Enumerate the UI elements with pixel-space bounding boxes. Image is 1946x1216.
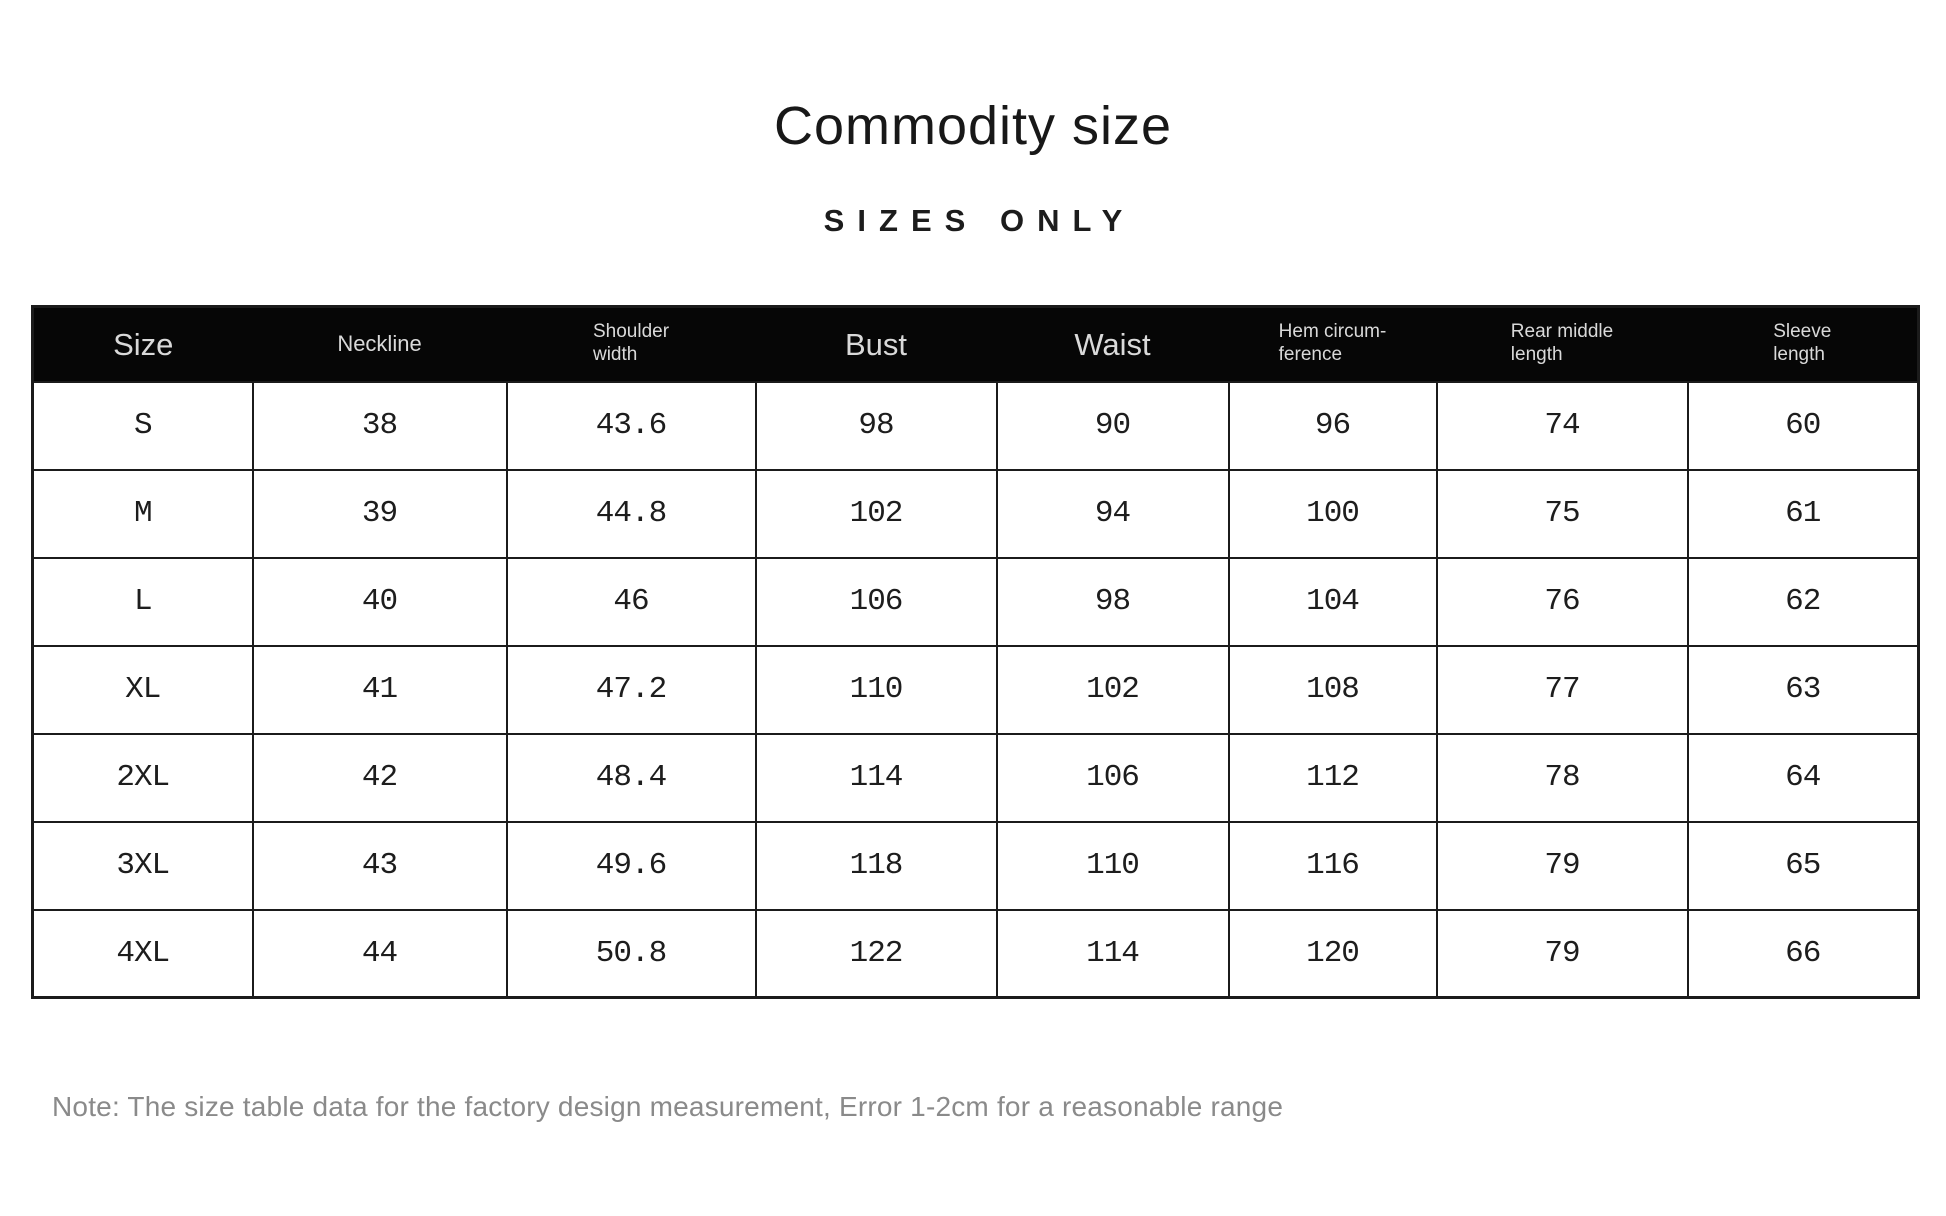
- column-header-label: Shoulder width: [592, 321, 670, 366]
- measurement-cell: 116: [1227, 820, 1438, 911]
- table-row-3xl: 3XL 43 49.6 118 110 116 79 65: [31, 820, 1920, 911]
- column-header-label: Hem circum-ference: [1278, 321, 1387, 366]
- measurement-cell: 90: [995, 380, 1230, 471]
- measurement-cell: 79: [1435, 820, 1689, 911]
- measurement-cell: 96: [1227, 380, 1438, 471]
- measurement-cell: 61: [1686, 468, 1920, 559]
- measurement-cell: 40: [251, 556, 508, 647]
- column-header-bust: Bust: [755, 306, 997, 382]
- measurement-cell: 102: [995, 644, 1230, 735]
- column-header-label: Neckline: [337, 331, 422, 357]
- column-header-neckline: Neckline: [252, 306, 507, 382]
- measurement-cell: 114: [754, 732, 998, 823]
- measurement-cell: 79: [1435, 908, 1689, 999]
- page-subtitle: SIZES ONLY: [823, 203, 1136, 238]
- column-header-shoulder-width: Shoulder width: [506, 306, 756, 382]
- column-header-sleeve-length: Sleeve length: [1687, 306, 1919, 382]
- size-note: Note: The size table data for the factor…: [52, 1091, 1284, 1122]
- measurement-cell: 50.8: [505, 908, 757, 999]
- measurement-cell: 48.4: [505, 732, 757, 823]
- measurement-cell: 43.6: [505, 380, 757, 471]
- size-label-cell: M: [31, 468, 254, 559]
- measurement-cell: 118: [754, 820, 998, 911]
- measurement-cell: 77: [1435, 644, 1689, 735]
- table-row-s: S 38 43.6 98 90 96 74 60: [31, 380, 1920, 471]
- table-row-4xl: 4XL 44 50.8 122 114 120 79 66: [31, 908, 1920, 999]
- column-header-rear-middle-length: Rear middle length: [1436, 306, 1688, 382]
- measurement-cell: 78: [1435, 732, 1689, 823]
- measurement-cell: 49.6: [505, 820, 757, 911]
- measurement-cell: 98: [754, 380, 998, 471]
- table-row-2xl: 2XL 42 48.4 114 106 112 78 64: [31, 732, 1920, 823]
- measurement-cell: 62: [1686, 556, 1920, 647]
- measurement-cell: 108: [1227, 644, 1438, 735]
- measurement-cell: 65: [1686, 820, 1920, 911]
- measurement-cell: 76: [1435, 556, 1689, 647]
- measurement-cell: 38: [251, 380, 508, 471]
- column-header-label: Waist: [1074, 326, 1151, 362]
- column-header-size: Size: [32, 306, 253, 382]
- column-header-label: Bust: [844, 326, 908, 362]
- measurement-cell: 104: [1227, 556, 1438, 647]
- column-header-label: Size: [113, 326, 174, 362]
- measurement-cell: 98: [995, 556, 1230, 647]
- column-header-label: Rear middle length: [1510, 321, 1614, 366]
- size-label-cell: 4XL: [31, 908, 254, 999]
- size-label-cell: 2XL: [31, 732, 254, 823]
- table-row-m: M 39 44.8 102 94 100 75 61: [31, 468, 1920, 559]
- table-row-l: L 40 46 106 98 104 76 62: [31, 556, 1920, 647]
- measurement-cell: 44: [251, 908, 508, 999]
- measurement-cell: 60: [1686, 380, 1920, 471]
- measurement-cell: 100: [1227, 468, 1438, 559]
- size-label-cell: XL: [31, 644, 254, 735]
- table-header-row: Size Neckline Shoulder width Bust Waist Hem ci…: [32, 306, 1919, 382]
- measurement-cell: 122: [754, 908, 998, 999]
- measurement-cell: 41: [251, 644, 508, 735]
- size-table: Size Neckline Shoulder width Bust Waist Hem ci…: [31, 305, 1920, 999]
- table-body: S 38 43.6 98 90 96 74 60 M 39 44.8 102 94 100 75 61 L 40 4…: [31, 380, 1920, 999]
- size-label-cell: S: [31, 380, 254, 471]
- measurement-cell: 120: [1227, 908, 1438, 999]
- measurement-cell: 74: [1435, 380, 1689, 471]
- measurement-cell: 94: [995, 468, 1230, 559]
- measurement-cell: 106: [754, 556, 998, 647]
- measurement-cell: 42: [251, 732, 508, 823]
- column-header-hem-circum-ference: Hem circum-ference: [1228, 306, 1437, 382]
- measurement-cell: 75: [1435, 468, 1689, 559]
- measurement-cell: 66: [1686, 908, 1920, 999]
- measurement-cell: 64: [1686, 732, 1920, 823]
- measurement-cell: 112: [1227, 732, 1438, 823]
- measurement-cell: 47.2: [505, 644, 757, 735]
- page-title: Commodity size: [773, 96, 1173, 156]
- size-label-cell: L: [31, 556, 254, 647]
- measurement-cell: 106: [995, 732, 1230, 823]
- measurement-cell: 114: [995, 908, 1230, 999]
- measurement-cell: 39: [251, 468, 508, 559]
- column-header-waist: Waist: [996, 306, 1229, 382]
- measurement-cell: 43: [251, 820, 508, 911]
- measurement-cell: 44.8: [505, 468, 757, 559]
- measurement-cell: 110: [754, 644, 998, 735]
- measurement-cell: 102: [754, 468, 998, 559]
- measurement-cell: 46: [505, 556, 757, 647]
- size-label-cell: 3XL: [31, 820, 254, 911]
- measurement-cell: 63: [1686, 644, 1920, 735]
- measurement-cell: 110: [995, 820, 1230, 911]
- column-header-label: Sleeve length: [1773, 321, 1832, 366]
- table-row-xl: XL 41 47.2 110 102 108 77 63: [31, 644, 1920, 735]
